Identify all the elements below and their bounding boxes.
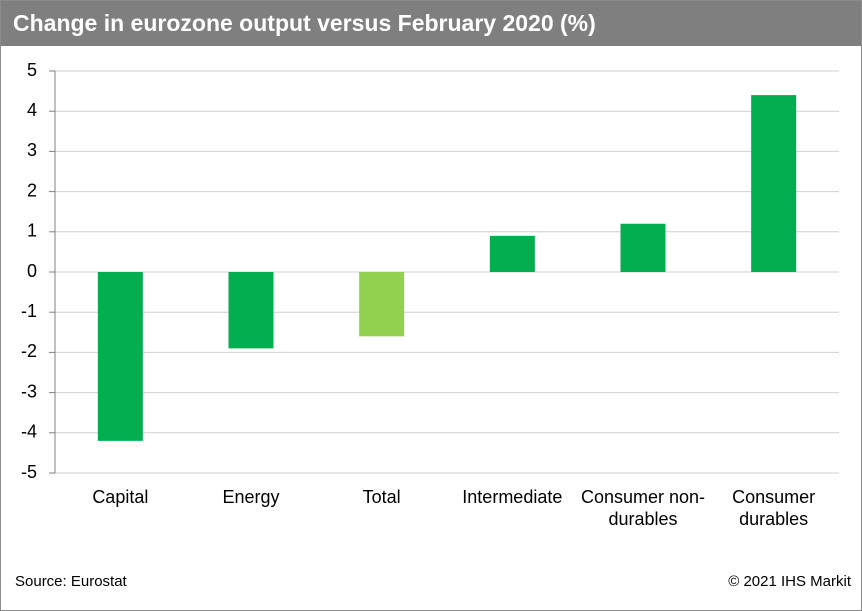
y-tick-label: -3 (21, 381, 37, 401)
y-tick-label: -2 (21, 341, 37, 361)
chart-title: Change in eurozone output versus Februar… (13, 10, 596, 36)
y-tick-label: 3 (27, 140, 37, 160)
y-tick-label: -5 (21, 462, 37, 482)
x-tick-label: Consumer non-durables (580, 487, 706, 529)
y-tick-label: -4 (21, 422, 37, 442)
y-tick-label: 1 (27, 221, 37, 241)
x-tick-label: Energy (222, 487, 280, 507)
bar (751, 95, 797, 273)
y-tick-label: -1 (21, 301, 37, 321)
y-tick-label: 0 (27, 261, 37, 281)
y-tick-label: 2 (27, 180, 37, 200)
y-tick-label: 5 (27, 60, 37, 80)
bar (359, 272, 405, 337)
bar (620, 223, 666, 272)
x-tick-label: Intermediate (462, 487, 563, 507)
bar (97, 272, 143, 441)
x-tick-label: Capital (92, 487, 149, 507)
source: Source: Eurostat (15, 573, 127, 590)
bar (489, 235, 535, 272)
x-tick-label: Consumer durables (732, 487, 816, 529)
copyright: © 2021 IHS Markit (728, 573, 851, 590)
x-tick-label: Total (362, 487, 401, 507)
bar (228, 272, 274, 349)
y-tick-label: 4 (27, 100, 37, 120)
header-band (1, 1, 861, 46)
